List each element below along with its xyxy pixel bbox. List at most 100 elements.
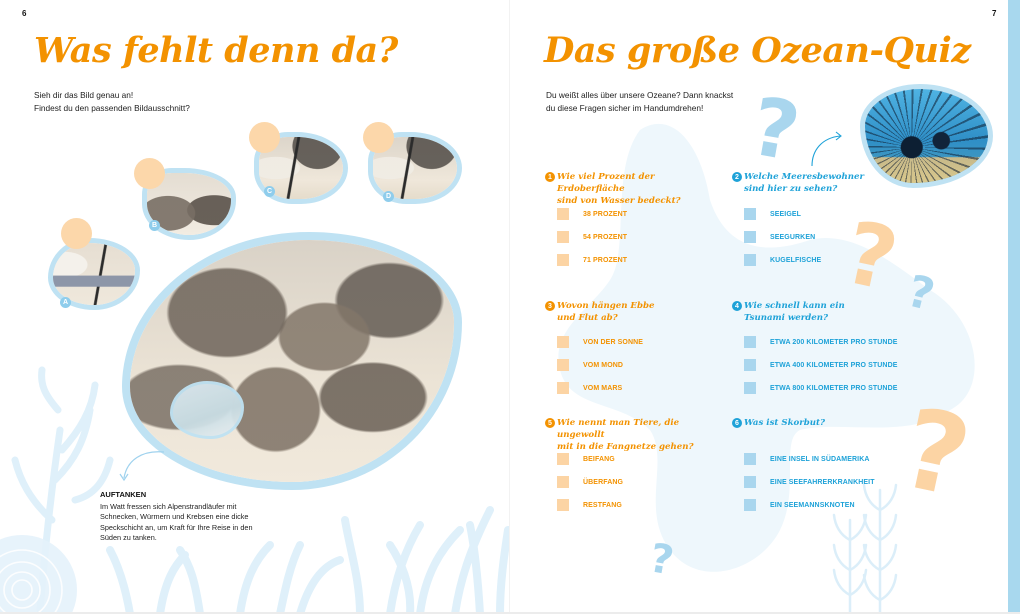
answer-checkbox[interactable] — [744, 453, 756, 465]
question-number-badge: 2 — [732, 172, 742, 182]
crop-marker-circle — [363, 122, 394, 153]
question-number-badge: 4 — [732, 301, 742, 311]
main-bird-photo — [122, 232, 462, 490]
answer-checkbox[interactable] — [744, 476, 756, 488]
caption: AUFTANKEN Im Watt fressen sich Alpenstra… — [100, 490, 270, 543]
answer-option[interactable]: RESTFANG — [557, 499, 622, 511]
answer-checkbox[interactable] — [557, 453, 569, 465]
caption-text: Im Watt fressen sich Alpenstrandläufer m… — [100, 502, 253, 542]
answer-label: VON DER SONNE — [583, 338, 644, 346]
answer-label: EIN SEEMANNSKNOTEN — [770, 501, 855, 509]
intro-line: Du weißt alles über unsere Ozeane? Dann … — [546, 90, 734, 100]
arrow-icon — [811, 131, 842, 167]
crop-marker-circle — [249, 122, 280, 153]
answer-option[interactable]: EIN SEEMANNSKNOTEN — [744, 499, 855, 511]
answer-option[interactable]: ETWA 800 KILOMETER PRO STUNDE — [744, 382, 898, 394]
missing-section-hole — [170, 381, 244, 439]
answer-option[interactable]: ETWA 400 KILOMETER PRO STUNDE — [744, 359, 898, 371]
quiz-question-3: 3 Wovon hängen Ebbe und Flut ab? VON DER… — [545, 300, 725, 400]
answer-option[interactable]: VON DER SONNE — [557, 336, 643, 348]
crop-option-d[interactable] — [368, 132, 462, 204]
intro-line: Findest du den passenden Bildausschnitt? — [34, 103, 190, 113]
question-text: Wie viel Prozent der Erdoberfläche sind … — [557, 172, 681, 206]
question-number-badge: 5 — [545, 418, 555, 428]
right-page: ? ? ? ? ? 7 Das große Ozean-Quiz Du weiß… — [510, 0, 1020, 614]
question-text: Was ist Skorbut? — [744, 418, 826, 428]
question-number-badge: 3 — [545, 301, 555, 311]
answer-option[interactable]: EINE INSEL IN SÜDAMERIKA — [744, 453, 870, 465]
quiz-question-5: 5 Wie nennt man Tiere, die ungewollt mit… — [545, 417, 725, 517]
answer-checkbox[interactable] — [744, 231, 756, 243]
answer-label: BEIFANG — [583, 455, 615, 463]
answer-label: KUGELFISCHE — [770, 256, 822, 264]
intro-text: Sieh dir das Bild genau an! Findest du d… — [34, 89, 190, 115]
answer-label: SEEIGEL — [770, 210, 802, 218]
question-number-badge: 1 — [545, 172, 555, 182]
page-number: 7 — [992, 9, 997, 18]
answer-checkbox[interactable] — [557, 359, 569, 371]
quiz-question-1: 1 Wie viel Prozent der Erdoberfläche sin… — [545, 171, 725, 271]
answer-option[interactable]: 71 PROZENT — [557, 254, 627, 266]
answer-checkbox[interactable] — [744, 382, 756, 394]
answer-checkbox[interactable] — [744, 208, 756, 220]
answer-checkbox[interactable] — [744, 499, 756, 511]
answer-label: EINE INSEL IN SÜDAMERIKA — [770, 455, 870, 463]
answer-option[interactable]: EINE SEEFAHRERKRANKHEIT — [744, 476, 875, 488]
sea-urchin-photo — [860, 84, 993, 188]
answer-label: 71 PROZENT — [583, 256, 628, 264]
answer-label: ETWA 800 KILOMETER PRO STUNDE — [770, 384, 898, 392]
crop-marker-circle — [61, 218, 92, 249]
crop-label-b: B — [149, 220, 160, 231]
answer-option[interactable]: 38 PROZENT — [557, 208, 627, 220]
answer-option[interactable]: 54 PROZENT — [557, 231, 627, 243]
crop-label-a: A — [60, 297, 71, 308]
sandpiper-flock-image — [130, 240, 454, 482]
caption-title: AUFTANKEN — [100, 490, 147, 499]
answer-label: ETWA 400 KILOMETER PRO STUNDE — [770, 361, 898, 369]
question-text: Welche Meeresbewohner sind hier zu sehen… — [744, 172, 865, 194]
answer-label: 38 PROZENT — [583, 210, 628, 218]
question-mark-decoration-icon: ? — [744, 79, 807, 180]
answer-checkbox[interactable] — [557, 499, 569, 511]
answer-option[interactable]: SEEGURKEN — [744, 231, 815, 243]
crop-photo — [53, 243, 135, 305]
sea-urchin-image — [865, 89, 988, 183]
answer-option[interactable]: ÜBERFANG — [557, 476, 623, 488]
answer-option[interactable]: SEEIGEL — [744, 208, 801, 220]
intro-line: Sieh dir das Bild genau an! — [34, 90, 134, 100]
answer-label: 54 PROZENT — [583, 233, 628, 241]
answer-option[interactable]: VOM MARS — [557, 382, 622, 394]
answer-checkbox[interactable] — [557, 208, 569, 220]
page-number: 6 — [22, 9, 27, 18]
answer-label: ÜBERFANG — [583, 478, 624, 486]
answer-checkbox[interactable] — [557, 254, 569, 266]
answer-label: VOM MARS — [583, 384, 623, 392]
answer-label: SEEGURKEN — [770, 233, 816, 241]
question-text: Wie schnell kann ein Tsunami werden? — [744, 301, 845, 323]
page-title: Was fehlt denn da? — [34, 30, 398, 71]
answer-option[interactable]: KUGELFISCHE — [744, 254, 821, 266]
intro-line: du diese Fragen sicher im Handumdrehen! — [546, 103, 704, 113]
answer-checkbox[interactable] — [557, 336, 569, 348]
question-text: Wovon hängen Ebbe und Flut ab? — [557, 301, 655, 323]
intro-text: Du weißt alles über unsere Ozeane? Dann … — [546, 89, 733, 115]
answer-checkbox[interactable] — [557, 231, 569, 243]
answer-option[interactable]: BEIFANG — [557, 453, 615, 465]
answer-checkbox[interactable] — [744, 254, 756, 266]
answer-label: VOM MOND — [583, 361, 624, 369]
answer-checkbox[interactable] — [744, 359, 756, 371]
quiz-question-2: 2 Welche Meeresbewohner sind hier zu seh… — [732, 171, 912, 271]
answer-option[interactable]: VOM MOND — [557, 359, 623, 371]
answer-checkbox[interactable] — [557, 476, 569, 488]
crop-marker-circle — [134, 158, 165, 189]
crop-option-a[interactable] — [48, 238, 140, 310]
crop-label-d: D — [383, 191, 394, 202]
answer-checkbox[interactable] — [744, 336, 756, 348]
question-text: Wie nennt man Tiere, die ungewollt mit i… — [557, 418, 694, 452]
answer-label: EINE SEEFAHRERKRANKHEIT — [770, 478, 875, 486]
answer-option[interactable]: ETWA 200 KILOMETER PRO STUNDE — [744, 336, 898, 348]
page-title: Das große Ozean-Quiz — [544, 30, 971, 71]
page-edge-bar — [1008, 0, 1020, 614]
answer-checkbox[interactable] — [557, 382, 569, 394]
quiz-question-6: 6 Was ist Skorbut? EINE INSEL IN SÜDAMER… — [732, 417, 912, 517]
